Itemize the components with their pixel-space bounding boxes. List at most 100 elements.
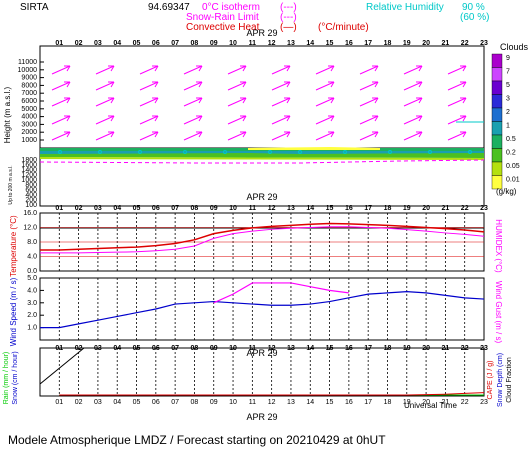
wind-arrow-head [328,131,335,138]
wind-arrow [315,97,335,107]
wind-arrow-head [108,115,115,122]
x-tick-label: 18 [384,205,392,212]
panel4-grid [58,348,466,396]
wind-arrow [227,115,247,125]
panel1-ytick-lower: 1400 [21,167,37,174]
panel1-ytick-lower: 400 [25,192,37,199]
wind-arrow [315,115,335,125]
x-tick-label: 19 [403,205,411,212]
x-tick-label: 02 [75,40,83,47]
x-tick-label: 05 [133,205,141,212]
wind-arrow-head [240,65,247,72]
legend-convective-label: Convective Heat [186,22,260,33]
legend-rh-90: 90 % [462,2,485,13]
colorbar-level: 0.01 [506,177,520,184]
wind-arrow [227,81,247,91]
x-tick-label-bottom: 20 [422,399,430,406]
wind-arrow-head [108,81,115,88]
x-tick-label: 21 [441,205,449,212]
wind-arrow-head [460,97,467,104]
x-tick-label: 01 [55,40,63,47]
wind-arrow [183,81,203,91]
x-tick-label-bottom: 19 [403,399,411,406]
wind-arrow [447,97,467,107]
panel1-ytick-lower: 100 [25,202,37,209]
wind-arrow [183,65,203,75]
x-tick-label: 18 [384,40,392,47]
x-tick-label-bottom: 13 [287,399,295,406]
x-tick-label-bottom: 06 [152,399,160,406]
colorbar-level: 0.5 [506,136,516,143]
wind-arrow-head [284,97,291,104]
wind-arrow [139,115,159,125]
x-tick-label-bottom: 04 [113,399,121,406]
wind-arrow [315,65,335,75]
panel1-ytick-upper: 8000 [21,82,37,89]
date-label-1: APR 29 [246,28,277,38]
wind-arrow-head [284,131,291,138]
x-tick-label-bottom: 22 [461,399,469,406]
panel1-ytick-upper: 10000 [18,67,38,74]
x-tick-label: 04 [113,40,121,47]
wind-arrow [403,65,423,75]
wind-arrow [51,81,71,91]
panel1-ytick-upper: 6000 [21,98,37,105]
wind-arrow [271,81,291,91]
panel1-ytick-upper: 2000 [21,129,37,136]
wind-arrow [315,131,335,141]
wind-arrow-head [64,131,71,138]
x-tick-label: 23 [480,205,488,212]
wind-arrow [403,115,423,125]
colorbar-level: 9 [506,55,510,62]
panel3-ytick: 4.0 [27,287,37,294]
panel2-ytick: 0.0 [27,268,37,275]
coords-label: 94.69347 [148,2,190,13]
rh-marker [138,150,142,154]
panel1-ytick-upper: 11000 [18,59,37,66]
x-tick-label: 09 [210,40,218,47]
legend-isotherm-sample: (---) [280,2,297,13]
x-tick-label-bottom: 21 [441,399,449,406]
series-line-wind-gust [213,282,349,304]
x-tick-label: 07 [171,205,179,212]
wind-arrow-head [372,131,379,138]
wind-arrow [271,65,291,75]
wind-arrow [359,131,379,141]
legend-snowrain-label: Snow-Rain Limit [186,12,259,23]
colorbar-swatch [491,94,503,109]
wind-arrow-head [460,81,467,88]
wind-arrow-head [196,81,203,88]
wind-arrow [359,97,379,107]
wind-arrow [227,97,247,107]
wind-arrow-head [284,115,291,122]
x-tick-label: 17 [364,205,372,212]
date-label-2: APR 29 [246,192,277,202]
colorbar-swatch [491,121,503,136]
wind-arrow-head [416,97,423,104]
panel2-ytick: 4.0 [27,254,37,261]
panel1-ylabel2: Up to 200 m a.s.l. [8,165,14,204]
x-tick-label-bottom: 02 [75,399,83,406]
series-line-wind-speed [40,291,485,329]
x-tick-label: 13 [287,40,295,47]
colorbar-level: 2 [506,109,510,116]
wind-arrow-head [152,65,159,72]
panel1-yticks: 1100010000900080007000600050004000300020… [18,59,44,209]
x-tick-label: 11 [249,205,257,212]
rh-marker [388,150,392,154]
wind-arrow [447,81,467,91]
x-ticks-mid: 01 02 03 04 05 06 07 08 09 10 11 12 13 14 15 16 17 18 19 20… [55,205,488,212]
x-tick-label: 04 [113,205,121,212]
wind-arrow [139,131,159,141]
panel1-ytick-lower: 1800 [21,157,37,164]
panel4-snow-label: Snow (cm / hour) [12,351,19,404]
wind-arrow-head [108,97,115,104]
wind-arrow [447,65,467,75]
x-tick-label: 13 [287,205,295,212]
x-tick-label: 10 [229,40,237,47]
panel1-ytick-lower: 200 [25,197,37,204]
colorbar-swatch [491,148,503,163]
x-tick-label-bottom: 05 [133,399,141,406]
x-tick-label-bottom: 15 [326,399,334,406]
wind-arrow [403,131,423,141]
